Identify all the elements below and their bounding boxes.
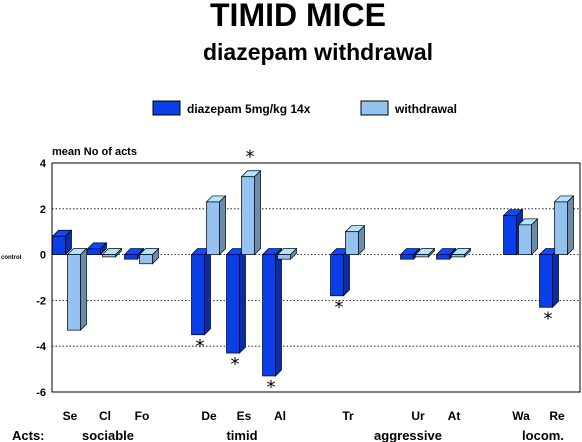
y-tick-label: -4 bbox=[36, 341, 47, 353]
chart-subtitle: diazepam withdrawal bbox=[203, 39, 433, 65]
significance-mark-tr: * bbox=[335, 297, 344, 318]
significance-marks: * * * * * * bbox=[196, 147, 553, 398]
bar-es-withdrawal bbox=[240, 169, 262, 256]
y-tick-label: 2 bbox=[40, 204, 46, 216]
legend-label-withdrawal: withdrawal bbox=[394, 102, 457, 116]
bar-tr-diazepam-5mg-kg-14x bbox=[329, 247, 351, 297]
y-tick-label: 4 bbox=[40, 158, 47, 170]
bar-cl-withdrawal bbox=[101, 247, 123, 258]
group-label-locom: locom. bbox=[522, 428, 564, 442]
plot-frame bbox=[51, 162, 581, 393]
bar-se-withdrawal bbox=[66, 247, 88, 332]
group-label-timid: timid bbox=[226, 428, 257, 442]
bar-cl-diazepam-5mg-kg-14x bbox=[86, 242, 108, 256]
group-label-aggressive: aggressive bbox=[374, 428, 442, 442]
significance-mark-es: * bbox=[246, 147, 255, 168]
y-ticks: 4 2 0 -2 -4 -6 bbox=[36, 158, 47, 399]
y-tick-label: 0 bbox=[40, 250, 46, 262]
bar-al-withdrawal bbox=[276, 247, 298, 261]
x-tick-label-at: At bbox=[448, 409, 461, 423]
bar-wa-withdrawal bbox=[517, 217, 539, 256]
x-tick-label-de: De bbox=[201, 409, 217, 423]
group-label-sociable: sociable bbox=[82, 428, 134, 442]
significance-mark-al: * bbox=[267, 377, 276, 398]
bar-at-diazepam-5mg-kg-14x bbox=[435, 247, 457, 261]
zero-line-label: control bbox=[1, 255, 22, 261]
bar-de-diazepam-5mg-kg-14x bbox=[190, 247, 212, 336]
significance-mark-de: * bbox=[196, 336, 205, 357]
bar-at-withdrawal bbox=[450, 247, 472, 258]
x-tick-labels: Se Cl Fo De Es Al Tr Ur At Wa Re bbox=[63, 409, 565, 423]
bar-tr-withdrawal bbox=[344, 224, 366, 256]
bars bbox=[51, 169, 575, 377]
legend: diazepam 5mg/kg 14x withdrawal bbox=[152, 100, 457, 116]
legend-label-diazepam: diazepam 5mg/kg 14x bbox=[187, 102, 311, 116]
bar-fo-withdrawal bbox=[138, 247, 160, 265]
x-tick-label-tr: Tr bbox=[342, 409, 354, 423]
x-tick-label-re: Re bbox=[549, 409, 565, 423]
bar-de-withdrawal bbox=[205, 195, 227, 256]
y-tick-label: -6 bbox=[36, 387, 46, 399]
chart-title: TIMID MICE bbox=[210, 0, 386, 33]
x-tick-label-wa: Wa bbox=[512, 409, 530, 423]
bar-re-withdrawal bbox=[553, 195, 575, 256]
y-axis-label: mean No of acts bbox=[52, 146, 137, 158]
legend-swatch-diazepam bbox=[152, 100, 181, 116]
x-axis-prefix: Acts: bbox=[12, 428, 45, 442]
bar-se-diazepam-5mg-kg-14x bbox=[51, 229, 73, 256]
group-labels: sociable timid aggressive locom. bbox=[82, 428, 564, 442]
bar-ur-withdrawal bbox=[414, 247, 436, 258]
bar-wa-diazepam-5mg-kg-14x bbox=[502, 208, 524, 256]
x-tick-label-fo: Fo bbox=[135, 409, 150, 423]
significance-mark-es: * bbox=[231, 354, 240, 375]
x-tick-label-ur: Ur bbox=[411, 409, 425, 423]
x-tick-label-es: Es bbox=[237, 409, 252, 423]
legend-swatch-withdrawal bbox=[360, 100, 389, 116]
x-tick-label-se: Se bbox=[63, 409, 78, 423]
grid bbox=[52, 208, 580, 347]
bar-al-diazepam-5mg-kg-14x bbox=[261, 247, 283, 377]
x-tick-label-cl: Cl bbox=[99, 409, 111, 423]
y-tick-label: -2 bbox=[36, 295, 46, 307]
x-tick-label-al: Al bbox=[274, 409, 286, 423]
bar-re-diazepam-5mg-kg-14x bbox=[538, 247, 560, 309]
significance-mark-re: * bbox=[544, 308, 553, 329]
bar-es-diazepam-5mg-kg-14x bbox=[225, 247, 247, 354]
